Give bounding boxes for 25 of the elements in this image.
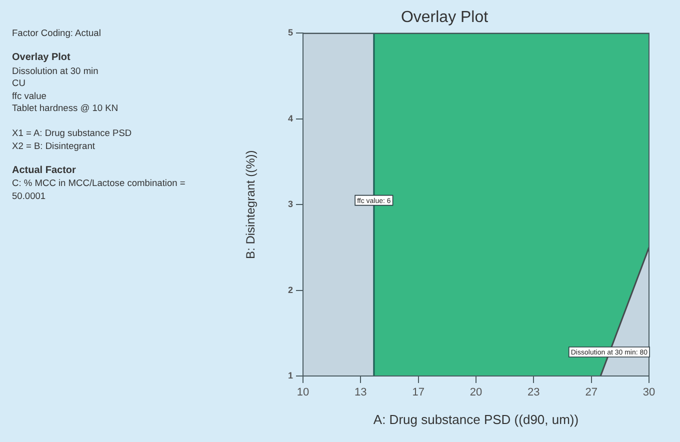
y-tick-label: 3 bbox=[288, 199, 293, 210]
x-tick-label: 17 bbox=[412, 386, 424, 399]
text: Factor Coding: Actual bbox=[12, 27, 102, 40]
y-tick-label: 4 bbox=[288, 113, 293, 124]
text: ffc value bbox=[12, 90, 48, 102]
x-axis-title: A: Drug substance PSD ((d90, um)) bbox=[373, 412, 579, 427]
x-tick-label: 20 bbox=[470, 386, 482, 399]
text: CU bbox=[12, 77, 26, 90]
y-tick-label: 5 bbox=[288, 28, 293, 38]
chart-title: Overlay Plot bbox=[400, 9, 489, 26]
y-axis-title: B: Disintegrant ((%)) bbox=[244, 150, 258, 259]
text: Tablet hardness @ 10 KN bbox=[12, 102, 120, 114]
text: X1 = A: Drug substance PSD bbox=[12, 127, 133, 140]
x-tick-label: 27 bbox=[585, 386, 598, 399]
x-tick-label: 10 bbox=[296, 386, 310, 399]
x-tick-label: 30 bbox=[642, 386, 656, 399]
text: Overlay Plot bbox=[12, 52, 72, 64]
text: Actual Factor bbox=[12, 164, 77, 177]
text: X2 = B: Disintegrant bbox=[12, 140, 96, 152]
x-tick-label: 23 bbox=[528, 386, 540, 399]
text: Dissolution at 30 min bbox=[12, 64, 100, 77]
y-tick-label: 2 bbox=[288, 284, 293, 295]
text: C: % MCC in MCC/Lactose combination = 50.0001 bbox=[12, 177, 186, 202]
y-tick-label: 1 bbox=[288, 370, 293, 380]
x-tick-label: 13 bbox=[354, 386, 367, 399]
